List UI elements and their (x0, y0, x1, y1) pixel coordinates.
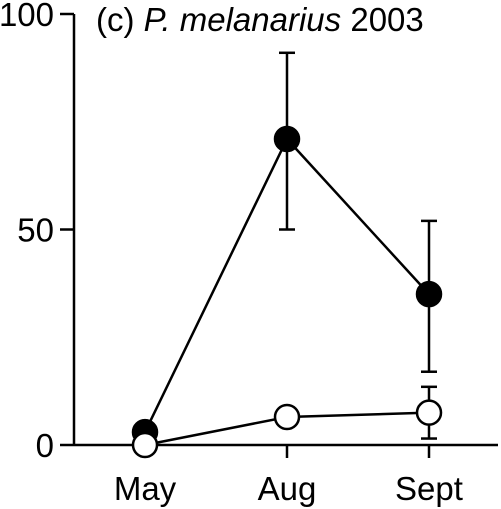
x-tick-label-2: Sept (395, 470, 463, 507)
series-1-point-0 (131, 431, 159, 459)
title-species: P. melanarius (144, 1, 342, 38)
y-ticks: 0 50 100 (0, 0, 74, 464)
x-tick-label-0: May (114, 470, 177, 507)
series-1-point-1 (273, 403, 301, 431)
series-0-point-1 (273, 125, 301, 153)
series-1-point-2 (415, 399, 443, 426)
series-1 (131, 385, 443, 459)
y-tick-label-0: 0 (36, 427, 54, 464)
chart-title: (c) P. melanarius 2003 (96, 1, 424, 38)
series-layer (131, 51, 443, 459)
y-tick-label-1: 50 (17, 212, 54, 249)
title-year: 2003 (341, 1, 424, 38)
x-ticks: May Aug Sept (114, 445, 463, 507)
title-prefix: (c) (96, 1, 144, 38)
series-0 (131, 51, 443, 447)
y-tick-label-2: 100 (0, 0, 54, 33)
x-tick-label-1: Aug (258, 470, 317, 507)
series-0-point-2 (415, 280, 443, 308)
